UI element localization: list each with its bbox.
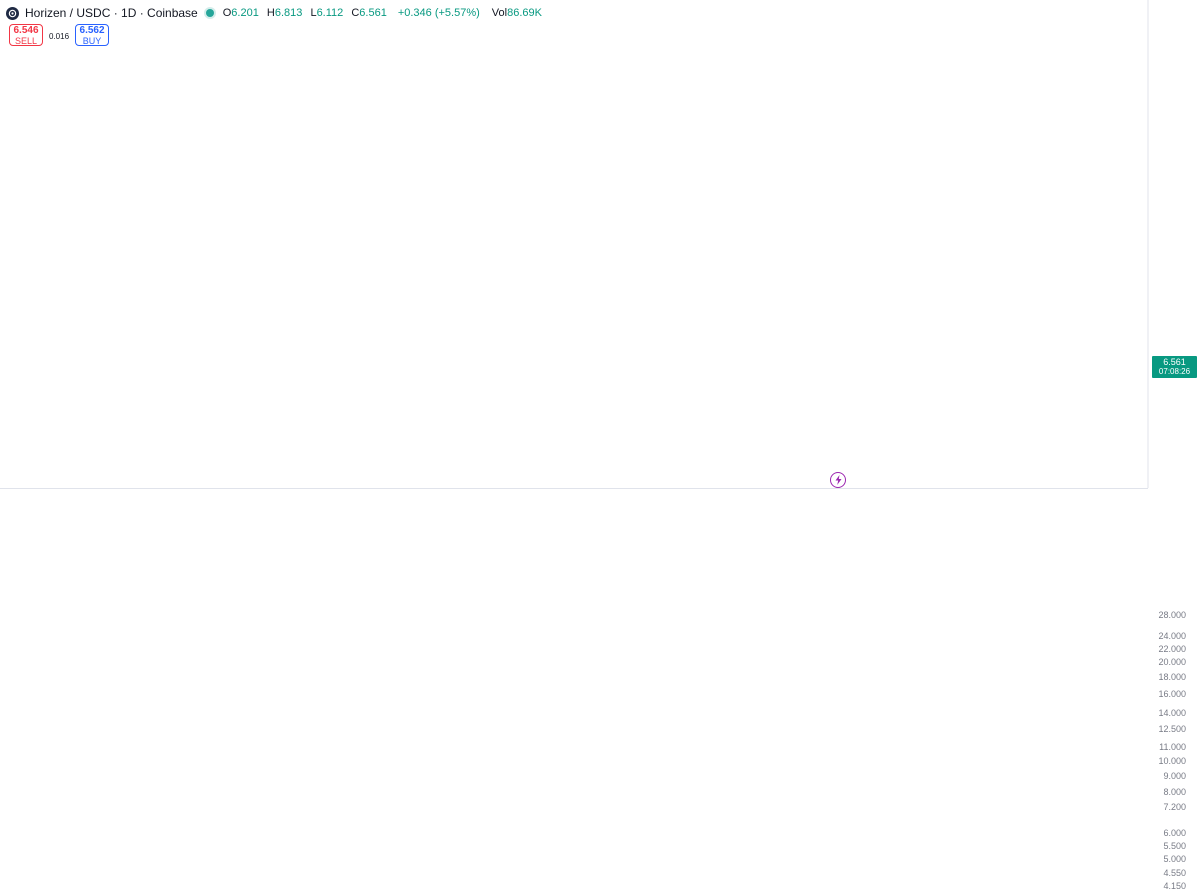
buy-button[interactable]: 6.562 BUY xyxy=(75,24,110,46)
volume-value: 86.69K xyxy=(507,7,542,19)
candle-countdown: 07:08:26 xyxy=(1158,367,1191,376)
price-tick-label: 9.000 xyxy=(1163,770,1186,781)
open-label: O xyxy=(222,7,232,19)
price-tick-label: 12.500 xyxy=(1158,724,1186,735)
trade-panel: 6.546 SELL 0.016 6.562 BUY xyxy=(9,24,110,46)
sell-price: 6.546 xyxy=(13,25,39,36)
chart-legend: Horizen / USDC · 1D · Coinbase O6.201 H6… xyxy=(6,6,542,20)
horizen-logo-icon xyxy=(6,6,19,20)
buy-price: 6.562 xyxy=(79,25,105,36)
low-value: 6.112 xyxy=(316,7,344,19)
price-tick-label: 18.000 xyxy=(1158,672,1186,683)
spread-value: 0.016 xyxy=(49,32,70,41)
price-tick-label: 7.200 xyxy=(1163,802,1186,813)
close-label: C xyxy=(351,7,360,19)
price-tick-label: 22.000 xyxy=(1158,643,1186,654)
price-tick-label: 11.000 xyxy=(1159,742,1186,753)
price-chart[interactable] xyxy=(0,0,1199,491)
open-value: 6.201 xyxy=(231,7,259,19)
lightning-icon[interactable] xyxy=(830,472,846,488)
price-tick-label: 5.000 xyxy=(1163,854,1186,865)
price-tick-label: 10.000 xyxy=(1158,755,1186,766)
price-tick-label: 28.000 xyxy=(1158,609,1186,620)
buy-label: BUY xyxy=(82,36,102,46)
sell-label: SELL xyxy=(14,36,38,46)
low-label: L xyxy=(310,7,317,19)
price-tick-label: 24.000 xyxy=(1158,631,1186,642)
live-status-dot-icon xyxy=(205,9,214,17)
last-price-tag: 6.561 07:08:26 xyxy=(1152,356,1197,378)
ohlc-values: O6.201 H6.813 L6.112 C6.561 xyxy=(223,7,392,19)
close-value: 6.561 xyxy=(359,7,387,19)
sell-button[interactable]: 6.546 SELL xyxy=(9,24,43,46)
price-tick-label: 16.000 xyxy=(1158,689,1186,700)
price-tick-label: 20.000 xyxy=(1158,657,1186,668)
high-value: 6.813 xyxy=(274,7,303,19)
high-label: H xyxy=(266,7,275,19)
symbol-title[interactable]: Horizen / USDC · 1D · Coinbase xyxy=(25,6,198,20)
price-tick-label: 14.000 xyxy=(1158,708,1186,719)
last-price-value: 6.561 xyxy=(1163,357,1186,367)
volume-label: Vol xyxy=(491,7,508,19)
price-tick-label: 8.000 xyxy=(1163,787,1186,798)
price-tick-label: 6.000 xyxy=(1163,828,1186,839)
price-tick-label: 5.500 xyxy=(1163,840,1186,851)
price-tick-label: 4.550 xyxy=(1163,867,1186,878)
price-tick-label: 4.150 xyxy=(1163,880,1186,891)
price-change: +0.346 (+5.57%) xyxy=(397,7,480,19)
